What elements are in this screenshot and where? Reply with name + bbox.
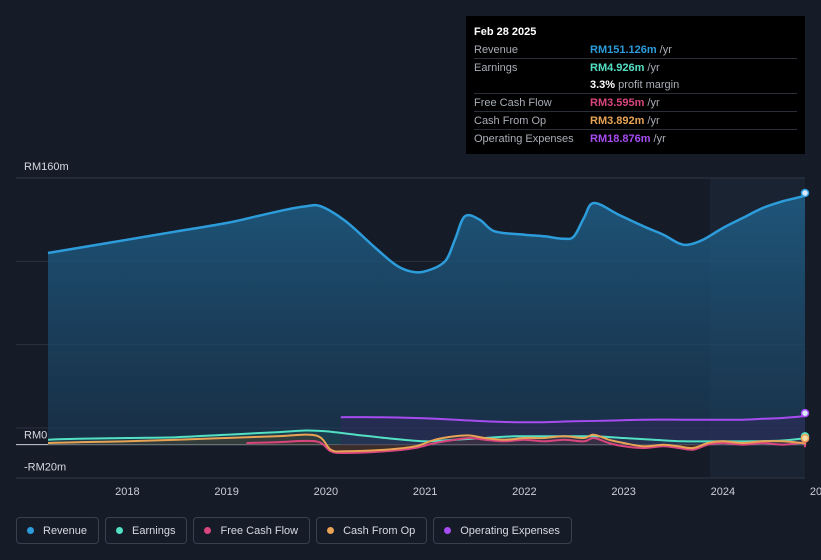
legend-item-cash-from-op[interactable]: Cash From Op — [316, 517, 428, 544]
tooltip-label: Operating Expenses — [474, 132, 574, 145]
line-free-cash-flow — [246, 436, 807, 455]
tooltip-value: RM3.892m — [590, 114, 645, 127]
legend-label: Earnings — [132, 524, 176, 537]
line-cash-from-op — [47, 433, 807, 453]
end-marker-revenue — [800, 188, 810, 198]
tooltip-row-cash-from-op: Cash From Op RM3.892m /yr — [474, 111, 797, 129]
legend-dot-icon — [27, 527, 34, 534]
legend-item-revenue[interactable]: Revenue — [16, 517, 100, 544]
tooltip-value: RM151.126m — [590, 43, 657, 56]
x-tick-label: 2023 — [611, 486, 635, 498]
tooltip-unit: /yr — [647, 61, 660, 74]
legend-dot-icon — [116, 527, 124, 534]
tooltip-label: Revenue — [474, 43, 519, 56]
tooltip-unit: /yr — [647, 96, 660, 109]
tooltip-value: 3.3% — [590, 78, 616, 91]
tooltip-unit: /yr — [653, 132, 666, 145]
tooltip-row-operating-expenses: Operating Expenses RM18.876m /yr — [474, 129, 797, 147]
tooltip-row-earnings: Earnings RM4.926m /yr — [474, 58, 797, 76]
tooltip-row-revenue: Revenue RM151.126m /yr — [474, 41, 797, 58]
legend-dot-icon — [444, 527, 452, 534]
legend-label: Free Cash Flow — [220, 524, 299, 537]
tooltip-unit: /yr — [659, 43, 672, 56]
tooltip-row-free-cash-flow: Free Cash Flow RM3.595m /yr — [474, 93, 797, 111]
y-tick-label: -RM20m — [24, 462, 66, 474]
chart-legend: Revenue Earnings Free Cash Flow Cash Fro… — [16, 517, 572, 546]
tooltip-label: Earnings — [474, 61, 518, 74]
tooltip-label: Free Cash Flow — [474, 96, 552, 109]
legend-dot-icon — [327, 527, 335, 534]
legend-label: Operating Expenses — [460, 524, 560, 537]
area-revenue — [48, 192, 806, 445]
tooltip-row-profit-margin: 3.3% profit margin — [474, 76, 797, 93]
y-tick-label: RM160m — [24, 161, 69, 173]
legend-item-operating-expenses[interactable]: Operating Expenses — [433, 517, 572, 544]
data-tooltip: Feb 28 2025 Revenue RM151.126m /yr Earni… — [466, 16, 805, 154]
tooltip-value: RM18.876m — [590, 132, 651, 145]
y-axis-labels: RM160m RM0 -RM20m — [24, 161, 69, 474]
x-tick-label: 2025 — [810, 486, 821, 498]
legend-label: Cash From Op — [343, 524, 416, 537]
x-axis-labels: 2018 2019 2020 2021 2022 2023 2024 2025 — [115, 486, 821, 498]
legend-item-free-cash-flow[interactable]: Free Cash Flow — [193, 517, 311, 544]
series-areas — [48, 192, 807, 454]
tooltip-date: Feb 28 2025 — [474, 26, 537, 38]
legend-dot-icon — [204, 527, 212, 534]
legend-label: Revenue — [43, 524, 88, 537]
line-operating-expenses — [340, 413, 807, 424]
y-tick-label: RM0 — [24, 430, 47, 442]
legend-item-earnings[interactable]: Earnings — [105, 517, 188, 544]
tooltip-value: RM4.926m — [590, 61, 645, 74]
tooltip-unit: /yr — [647, 114, 660, 127]
x-tick-label: 2020 — [314, 486, 338, 498]
tooltip-unit: profit margin — [618, 78, 680, 91]
x-tick-label: 2024 — [711, 486, 735, 498]
line-revenue — [47, 191, 807, 274]
x-tick-label: 2018 — [115, 486, 139, 498]
end-marker-cash-from-op — [800, 433, 810, 443]
tooltip-value: RM3.595m — [590, 96, 645, 109]
series-lines — [47, 191, 808, 455]
x-tick-label: 2022 — [512, 486, 536, 498]
series-end-markers — [800, 188, 810, 443]
x-tick-label: 2021 — [413, 486, 437, 498]
x-tick-label: 2019 — [214, 486, 238, 498]
end-marker-operating-expenses — [800, 408, 810, 418]
tooltip-label: Cash From Op — [474, 114, 547, 127]
